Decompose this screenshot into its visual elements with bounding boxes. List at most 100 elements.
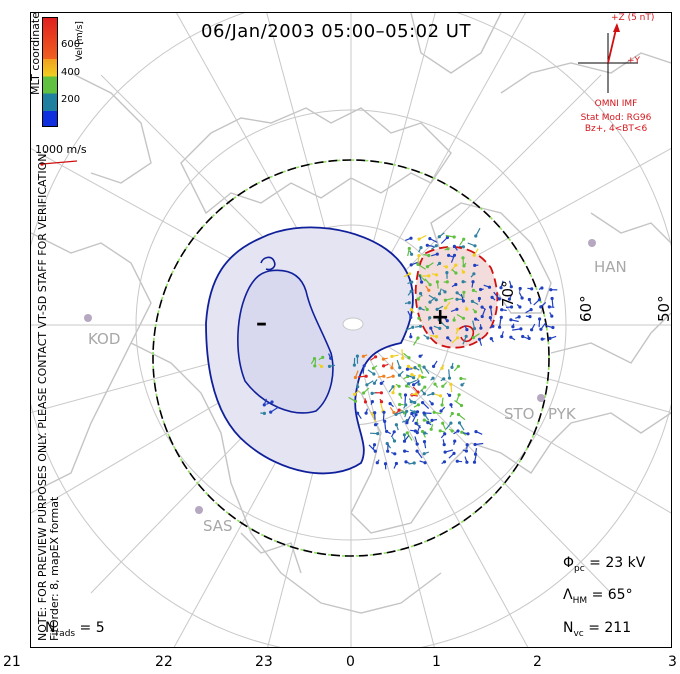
velocity-vector [540,301,547,308]
velocity-vector [380,380,385,384]
velocity-vector [363,387,370,394]
velocity-vector [404,435,410,442]
velocity-vector [263,398,267,406]
velocity-vector [366,380,374,386]
velocity-vector [368,444,376,452]
potential-max-mark: + [431,305,450,330]
velocity-vector [473,248,479,256]
velocity-vector [544,325,554,329]
velocity-vector [458,245,464,248]
velocity-vector [458,414,466,421]
velocity-vector [403,375,408,380]
velocity-vector [424,278,431,286]
velocity-vector [436,281,439,289]
velocity-vector [424,414,430,421]
vector-origin [519,327,523,331]
velocity-vector [453,430,459,435]
velocity-vector [419,386,426,392]
velocity-vector [445,297,454,301]
velocity-vector [424,432,428,435]
velocity-vector [393,463,397,469]
velocity-vector [444,449,454,453]
velocity-vector [403,404,407,409]
mlat-60: 60° [577,295,595,322]
velocity-vector [410,393,417,396]
velocity-vector [431,245,437,250]
velocity-vector [515,316,520,319]
velocity-vector [407,281,412,285]
velocity-vector [354,390,360,395]
velocity-vector [436,305,444,310]
velocity-vector [450,255,456,263]
velocity-vector [448,254,454,258]
velocity-vector [431,253,438,257]
velocity-vector [472,308,476,313]
velocity-vector [424,451,429,455]
hm-latitude: ΛHM = 65° [563,587,633,606]
velocity-vector [403,273,410,278]
velocity-vector [458,422,465,431]
velocity-vector [427,393,434,397]
velocity-vector [415,325,421,328]
velocity-vector [455,329,459,335]
velocity-vector [451,283,457,288]
velocity-vector [395,409,400,414]
velocity-vector [475,442,484,446]
reference-vector-label: 1000 m/s [35,143,87,156]
velocity-vector [400,409,405,414]
velocity-vector [382,412,385,421]
velocity-vector [407,310,412,318]
velocity-vector [419,354,423,357]
velocity-vector [456,313,464,319]
velocity-vector [453,440,456,446]
velocity-vector [438,288,442,294]
velocity-vector [383,363,389,367]
velocity-vector [475,318,480,322]
velocity-vector [501,309,507,312]
velocity-vector [449,413,453,418]
velocity-vector [440,237,448,244]
colorbar-tick-400: 400 [61,67,81,78]
velocity-vector [403,434,406,440]
velocity-vector [461,431,467,436]
stat-model: Stat Mod: RG96 [580,113,652,123]
velocity-vector [406,432,413,441]
velocity-vector [442,381,448,387]
velocity-vector [464,325,468,330]
velocity-vector [499,319,502,328]
velocity-vector [538,318,541,328]
velocity-vector [401,349,404,359]
coastlines [31,13,671,614]
station-sto: STO [504,405,535,423]
velocity-vector [481,308,486,317]
velocity-vector [473,453,477,463]
velocity-vector [408,379,417,385]
velocity-vector [441,289,446,293]
velocity-vector [412,414,417,423]
velocity-vector [448,369,451,379]
velocity-vector [472,300,479,306]
dusk-cell-inner [237,269,334,414]
velocity-vector [413,404,419,408]
velocity-vector [528,299,532,305]
velocity-vector [416,450,423,459]
velocity-vector [370,401,373,405]
velocity-vector [270,406,279,413]
velocity-vector [433,411,442,415]
velocity-vector [431,418,438,421]
velocity-colorbar [42,17,58,127]
velocity-vector [395,383,400,387]
velocity-vector [533,299,540,306]
velocity-vector [441,461,445,465]
velocity-vector [478,339,483,346]
velocity-vector [423,334,429,339]
velocity-vector [464,456,468,463]
mlt-tick-3: 3 [668,654,677,670]
velocity-vector [389,403,394,408]
velocity-vector [500,280,504,288]
map-title: 06/Jan/2003 05:00–05:02 UT [201,21,471,42]
velocity-vector [433,360,438,367]
velocity-vector [377,375,384,378]
velocity-vector [490,338,494,343]
imf-z-label: +Z (5 nT) [611,13,655,23]
